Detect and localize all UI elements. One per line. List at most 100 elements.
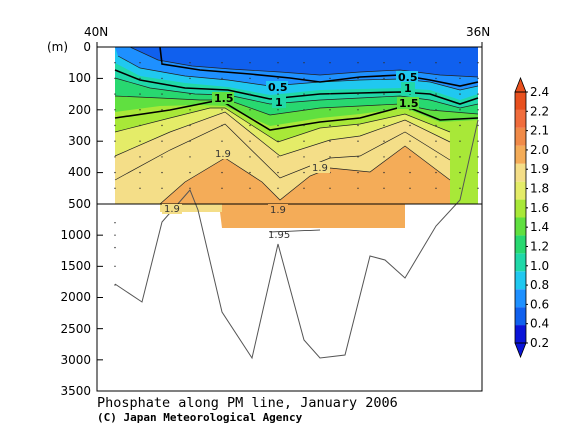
station-dot <box>139 156 141 158</box>
colorbar-swatch-12 <box>515 109 526 128</box>
station-dot <box>383 109 385 111</box>
station-dot <box>477 93 479 95</box>
station-dot <box>277 187 279 189</box>
colorbar-swatch-7 <box>515 199 526 218</box>
y-tick-2000: 2000 <box>60 290 91 304</box>
station-dot <box>409 187 411 189</box>
station-dot <box>114 265 116 268</box>
contour-label-1-5-a: 1.5 <box>214 92 234 105</box>
station-dot <box>189 93 191 95</box>
station-dot <box>383 62 385 64</box>
station-dot <box>139 77 141 80</box>
station-dot <box>329 77 331 80</box>
y-tick-labels: 0 100 200 300 400 500 1000 1500 2000 250… <box>60 40 91 398</box>
contour-label-1-5-b: 1.5 <box>399 97 419 110</box>
station-dot <box>409 62 411 64</box>
station-dot <box>249 140 251 142</box>
station-dot <box>139 124 141 127</box>
contour-1-0 <box>114 69 479 105</box>
lower-band-2-0b <box>222 204 405 228</box>
station-dot <box>161 156 163 158</box>
station-dot <box>329 62 331 64</box>
colorbar-swatch-9 <box>515 163 526 182</box>
credit-text: (C) Japan Meteorological Agency <box>97 411 303 424</box>
colorbar-label-4: 1.0 <box>530 259 549 273</box>
colorbar-swatch-11 <box>515 127 526 146</box>
colorbar-swatch-2 <box>515 289 526 308</box>
station-dot <box>221 109 223 111</box>
station-dot <box>189 124 191 127</box>
colorbar-swatch-4 <box>515 253 526 272</box>
station-dot <box>329 109 331 111</box>
y-tick-0: 0 <box>83 40 91 54</box>
colorbar-swatch-6 <box>515 217 526 236</box>
station-dot <box>477 140 479 142</box>
station-dot <box>435 62 437 64</box>
colorbar-swatch-0 <box>515 325 526 343</box>
colorbar-swatch-5 <box>515 235 526 254</box>
colorbar-max-arrow <box>514 76 527 93</box>
station-dot <box>459 187 461 189</box>
station-dot <box>221 124 223 127</box>
station-dot <box>409 140 411 142</box>
station-dot <box>277 109 279 111</box>
contour-label-1-9-d: 1.9 <box>270 205 286 216</box>
contour-1-7 <box>114 107 451 143</box>
station-dot <box>277 62 279 64</box>
station-dot <box>139 187 141 189</box>
station-dot <box>459 124 461 127</box>
colorbar-swatch-8 <box>515 181 526 200</box>
station-dot <box>303 140 305 142</box>
station-dot <box>114 93 116 95</box>
colorbar-label-12: 2.2 <box>530 104 549 118</box>
station-dot <box>383 171 385 174</box>
colorbar-swatch-3 <box>515 271 526 290</box>
contour-1-5 <box>114 99 479 131</box>
station-dot <box>161 187 163 189</box>
station-dot <box>459 171 461 174</box>
contour-0-5 <box>159 47 479 87</box>
station-dot <box>435 140 437 142</box>
station-dot <box>249 171 251 174</box>
y-unit-label: (m) <box>47 40 68 54</box>
station-dot <box>161 93 163 95</box>
station-dot <box>383 93 385 95</box>
colorbar-label-5: 1.2 <box>530 239 549 253</box>
contour-label-0-5-a: 0.5 <box>268 81 288 94</box>
contour-label-1-9-b: 1.9 <box>312 163 328 174</box>
station-dot <box>329 124 331 127</box>
station-dot <box>189 187 191 189</box>
contour-label-1-b: 1 <box>404 82 412 95</box>
band-2-0 <box>160 146 450 204</box>
station-dot <box>189 156 191 158</box>
station-dot <box>161 62 163 64</box>
station-dot <box>249 156 251 158</box>
y-tick-400: 400 <box>68 165 91 179</box>
station-dot <box>114 62 116 64</box>
station-dot <box>139 171 141 174</box>
station-dot <box>249 93 251 95</box>
station-dot <box>357 124 359 127</box>
colorbar-label-11: 2.1 <box>530 124 549 138</box>
station-dot <box>114 171 116 174</box>
station-dot <box>435 187 437 189</box>
station-dot <box>249 109 251 111</box>
station-dot <box>357 93 359 95</box>
y-tick-1000: 1000 <box>60 228 91 242</box>
contour-2-0 <box>159 145 451 204</box>
colorbar-label-2: 0.6 <box>530 297 549 311</box>
station-dot <box>303 171 305 174</box>
contour-0-3 <box>129 47 479 78</box>
station-dot <box>329 187 331 189</box>
station-dot <box>383 187 385 189</box>
station-dot <box>409 171 411 174</box>
station-dot <box>161 124 163 127</box>
station-dot <box>189 77 191 80</box>
station-dot <box>114 222 116 224</box>
station-dot <box>303 77 305 80</box>
y-tick-3000: 3000 <box>60 353 91 367</box>
y-tick-500: 500 <box>68 197 91 211</box>
station-dot <box>114 187 116 189</box>
station-dot <box>277 93 279 95</box>
station-dot <box>139 93 141 95</box>
